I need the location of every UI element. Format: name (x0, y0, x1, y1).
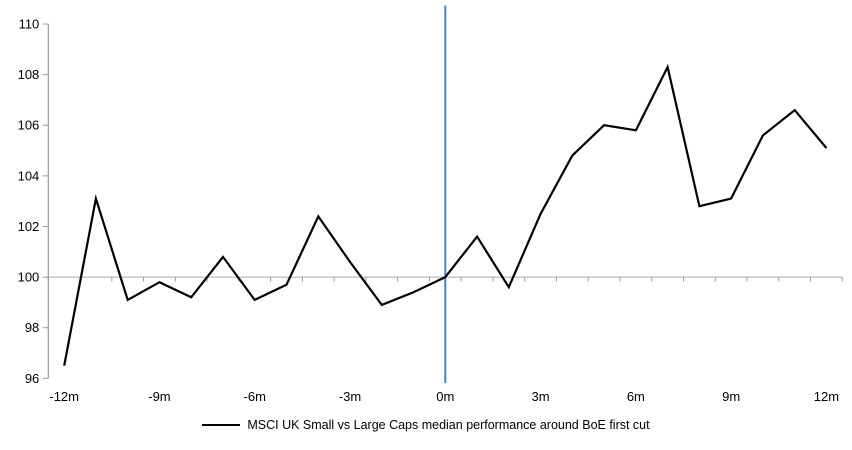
legend-label: MSCI UK Small vs Large Caps median perfo… (247, 418, 650, 432)
x-axis-label: 12m (814, 389, 839, 404)
x-axis-label: 9m (722, 389, 740, 404)
y-axis-label: 102 (18, 219, 40, 234)
x-axis-label: -6m (244, 389, 266, 404)
x-axis-label: -12m (49, 389, 79, 404)
y-axis-label: 98 (25, 320, 39, 335)
y-axis-label: 110 (19, 17, 40, 32)
y-axis-label: 108 (18, 67, 40, 82)
series-line (63, 63, 828, 366)
x-axis-label: -9m (148, 389, 170, 404)
x-axis-label: 3m (532, 389, 550, 404)
legend: MSCI UK Small vs Large Caps median perfo… (0, 416, 852, 434)
x-axis-label: 0m (436, 389, 454, 404)
x-axis-label: 6m (627, 389, 645, 404)
legend-line-sample (202, 424, 241, 426)
y-axis-label: 106 (18, 118, 40, 133)
y-axis-label: 96 (25, 371, 39, 386)
x-axis-label: -3m (339, 389, 361, 404)
y-axis-label: 104 (18, 168, 40, 183)
y-axis-label: 100 (18, 270, 40, 285)
